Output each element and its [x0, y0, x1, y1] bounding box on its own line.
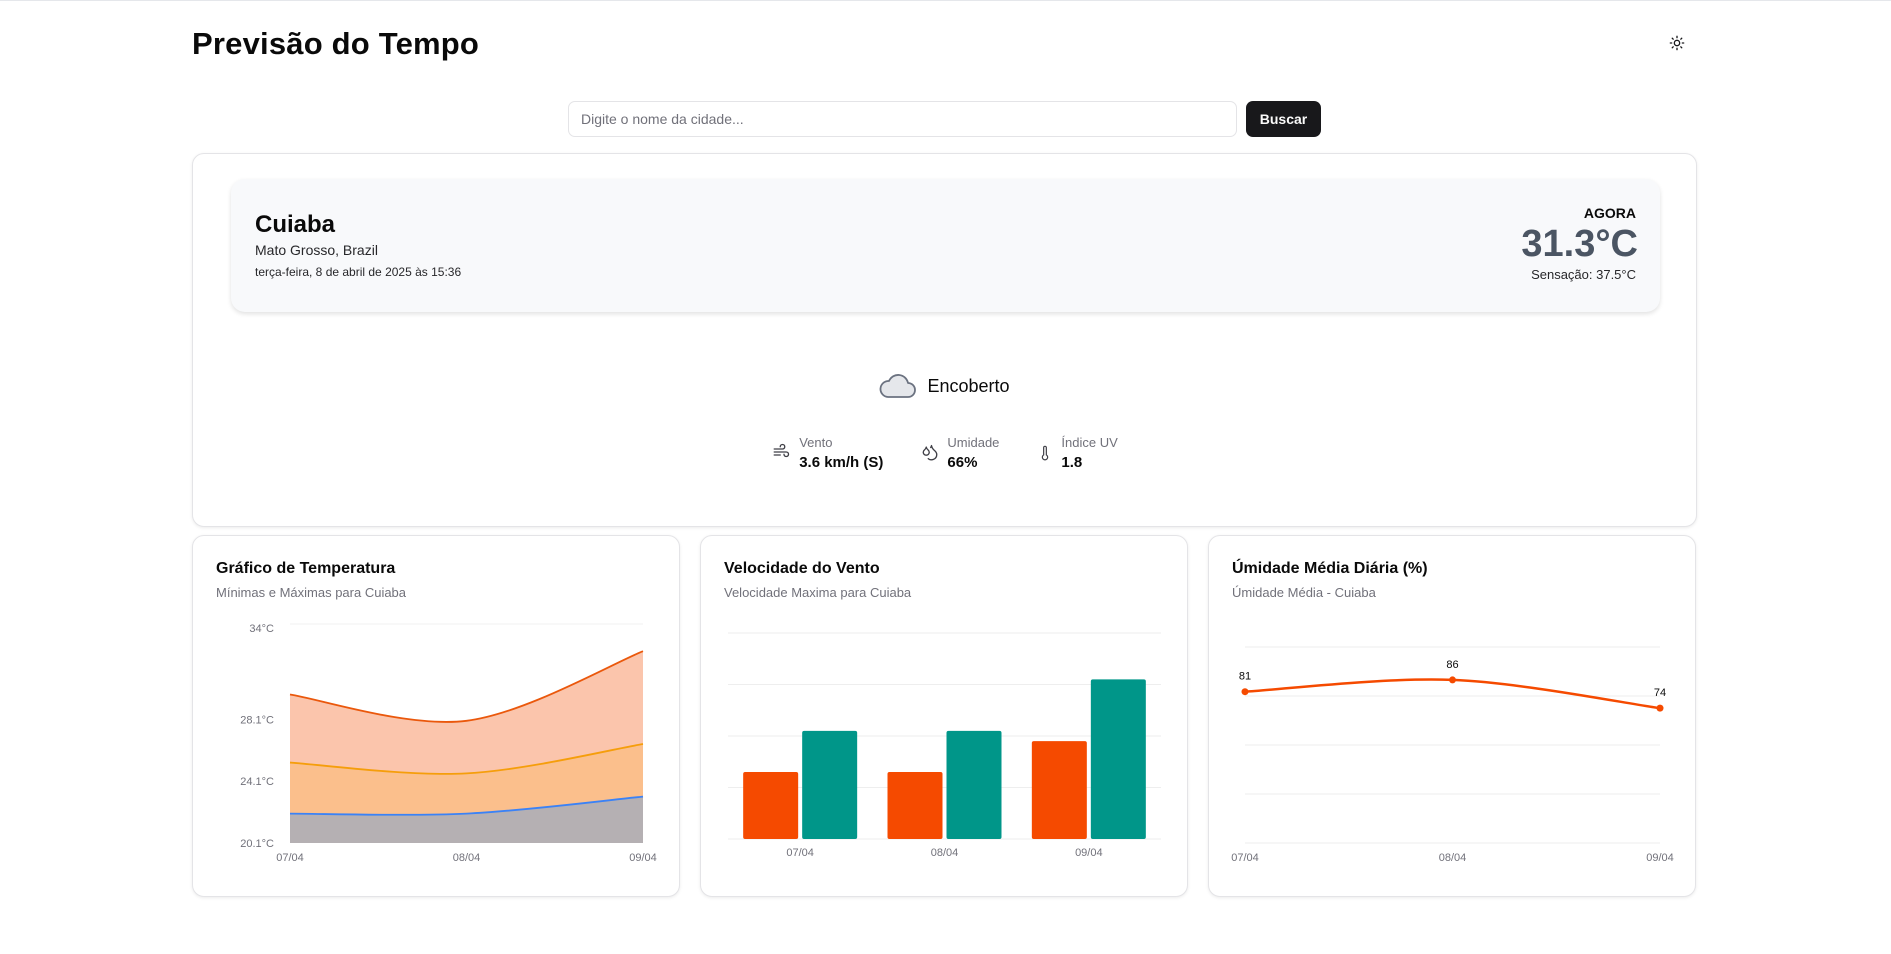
stat-uv: Índice UV 1.8	[1037, 435, 1118, 471]
y-tick-label: 34°C	[249, 623, 274, 635]
cloud-icon	[880, 374, 917, 398]
weather-condition: Encoberto	[193, 372, 1696, 400]
wind-icon	[773, 443, 790, 458]
wind-bar	[802, 730, 858, 839]
x-tick-label: 08/04	[1439, 852, 1467, 864]
stat-label: Vento	[799, 435, 833, 450]
y-tick-label: 28.1°C	[240, 714, 274, 726]
condition-text: Encoberto	[927, 375, 1010, 396]
temperature-series-line	[289, 743, 644, 775]
humidity-point	[1449, 676, 1456, 684]
humidity-line	[1244, 678, 1661, 710]
theme-toggle-button[interactable]	[1664, 30, 1690, 56]
data-label: 86	[1446, 659, 1458, 671]
humidity-chart-card: 81 07/04 86 08/04 74 09/04 Úmidade Média Diár…	[1208, 535, 1696, 897]
city-search-input[interactable]	[568, 101, 1237, 137]
stat-value: 3.6 km/h (S)	[799, 454, 884, 471]
now-label: AGORA	[1583, 205, 1636, 221]
search-button[interactable]: Buscar	[1246, 101, 1321, 137]
data-label: 74	[1654, 687, 1666, 699]
humidity-point	[1656, 704, 1664, 712]
stat-wind: Vento 3.6 km/h (S)	[771, 435, 883, 471]
x-tick-label: 08/04	[931, 847, 959, 859]
current-temperature: 31.3°C	[1521, 223, 1638, 265]
droplets-icon	[922, 444, 938, 461]
stat-humidity: Umidade 66%	[921, 435, 999, 471]
data-label: 81	[1239, 671, 1251, 683]
stat-value: 1.8	[1061, 454, 1083, 471]
wind-bar	[1031, 741, 1087, 839]
temperature-chart: 34°C 28.1°C 24.1°C 20.1°C07/04 08/04 09/04	[240, 623, 657, 864]
region-name: Mato Grosso, Brazil	[255, 242, 378, 258]
chart-title: Velocidade do Vento	[724, 560, 880, 577]
stat-label: Umidade	[947, 435, 1000, 450]
wind-chart-card: 07/04 08/04 09/04 Velocidade do Vento Velo…	[700, 535, 1188, 897]
stat-label: Índice UV	[1061, 435, 1118, 450]
humidity-point	[1241, 688, 1249, 696]
x-tick-label: 07/04	[1231, 852, 1259, 864]
wind-bar	[743, 772, 799, 839]
sun-icon	[1669, 35, 1685, 51]
thermometer-icon	[1042, 445, 1049, 461]
wind-chart: 07/04 08/04 09/04	[728, 632, 1161, 859]
feels-like: Sensação: 37.5°C	[1531, 267, 1636, 282]
x-tick-label: 09/04	[1646, 852, 1674, 864]
x-tick-label: 07/04	[786, 847, 814, 859]
temperature-area	[290, 796, 643, 843]
wind-bar	[946, 730, 1002, 839]
wind-bar	[1090, 679, 1146, 839]
local-datetime: terça-feira, 8 de abril de 2025 às 15:36	[255, 265, 462, 279]
y-tick-label: 24.1°C	[240, 776, 274, 788]
x-tick-label: 09/04	[629, 852, 657, 864]
chart-subtitle: Mínimas e Máximas para Cuiaba	[216, 585, 407, 600]
x-tick-label: 09/04	[1075, 847, 1103, 859]
top-divider	[0, 0, 1891, 1]
x-tick-label: 08/04	[453, 852, 481, 864]
y-tick-label: 20.1°C	[240, 838, 274, 850]
chart-subtitle: Velocidade Maxima para Cuiaba	[724, 585, 912, 600]
location-card: Cuiaba Mato Grosso, Brazil terça-feira, …	[231, 179, 1660, 312]
city-name: Cuiaba	[255, 211, 336, 238]
page-title: Previsão do Tempo	[192, 26, 480, 61]
stat-value: 66%	[947, 454, 978, 471]
chart-title: Gráfico de Temperatura	[216, 560, 396, 577]
current-weather-card: Cuiaba Mato Grosso, Brazil terça-feira, …	[192, 153, 1697, 527]
chart-subtitle: Úmidade Média - Cuiaba	[1232, 585, 1376, 600]
wind-bar	[887, 772, 943, 839]
temperature-chart-card: 34°C 28.1°C 24.1°C 20.1°C 07/04 08/04 09/04 Gr…	[192, 535, 680, 897]
temperature-series-line	[289, 650, 644, 723]
humidity-chart: 81 07/04 86 08/04 74 09/04	[1231, 646, 1674, 864]
weather-stats: Vento 3.6 km/h (S) Umidade 66% Índice UV…	[193, 435, 1696, 471]
x-tick-label: 07/04	[276, 852, 304, 864]
chart-title: Úmidade Média Diária (%)	[1232, 560, 1428, 577]
temperature-series-line	[289, 795, 644, 816]
